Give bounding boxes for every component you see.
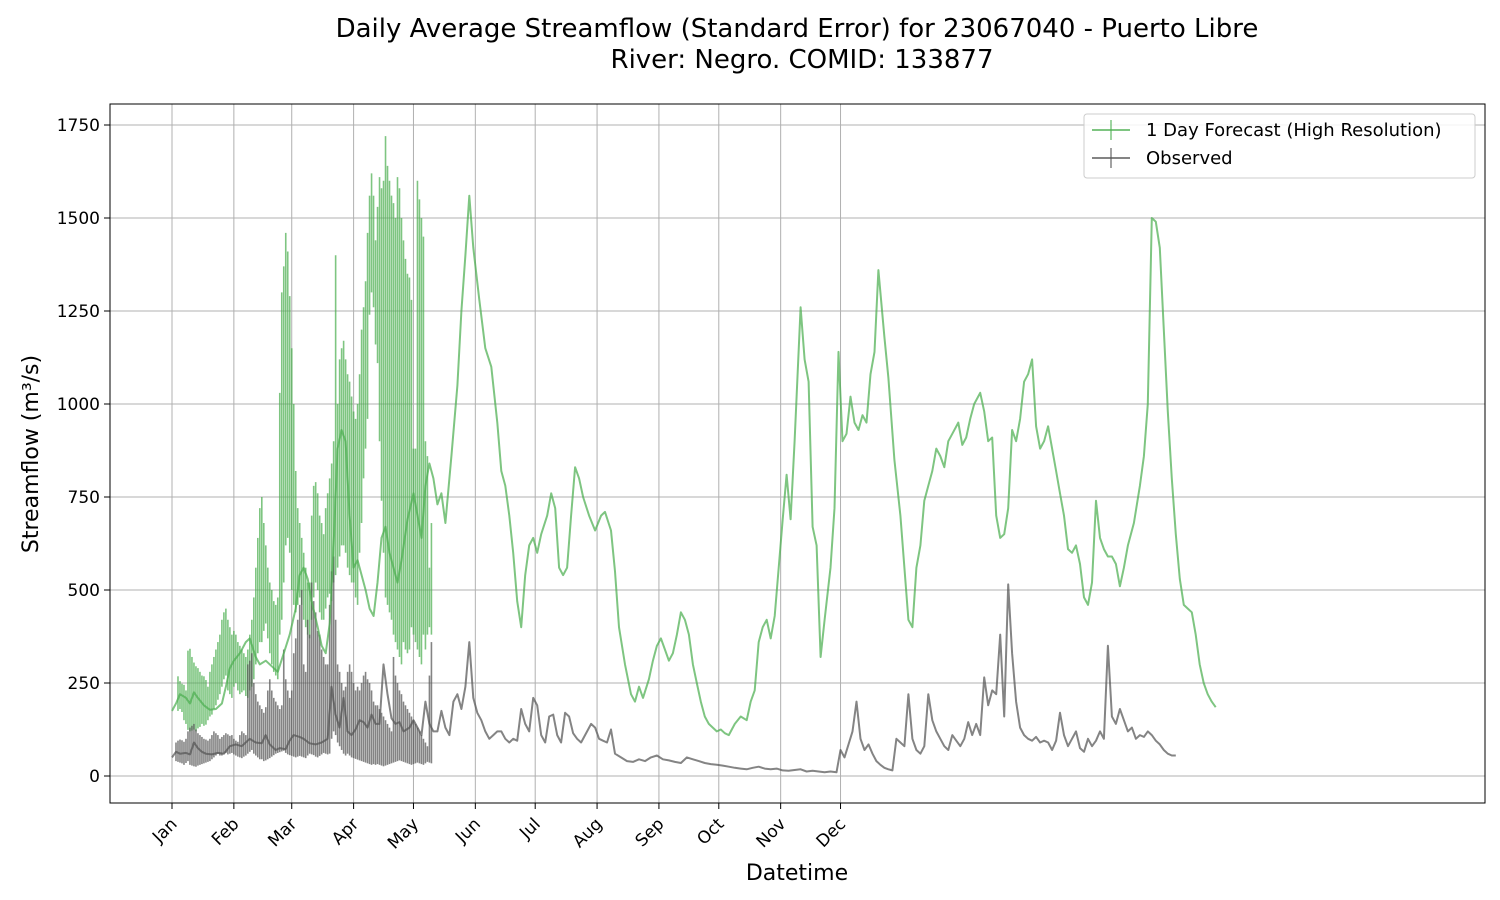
y-tick-label: 500 <box>68 581 100 601</box>
y-axis-ticks: 0 250 500 750 1000 1250 1500 1750 <box>57 116 110 787</box>
y-tick-label: 1750 <box>57 116 100 136</box>
y-axis-label: Streamflow (m³/s) <box>19 355 44 553</box>
series-lines <box>171 194 1217 774</box>
y-tick-label: 1500 <box>57 209 100 229</box>
chart-title-line1: Daily Average Streamflow (Standard Error… <box>336 14 1259 44</box>
y-tick-label: 0 <box>89 767 100 787</box>
x-axis-label: Datetime <box>746 861 848 886</box>
legend-box <box>1083 113 1476 179</box>
y-tick-label: 1250 <box>57 302 100 322</box>
observed-line <box>171 583 1176 774</box>
legend-label-forecast: 1 Day Forecast (High Resolution) <box>1146 120 1442 141</box>
y-tick-label: 1000 <box>57 395 100 415</box>
legend-label-observed: Observed <box>1146 148 1233 169</box>
legend: 1 Day Forecast (High Resolution) Observe… <box>1083 113 1476 179</box>
chart-title-line2: River: Negro. COMID: 133877 <box>611 45 994 75</box>
observed-error-bars <box>175 556 433 767</box>
plot-frame <box>109 103 1486 804</box>
forecast-line <box>171 194 1217 737</box>
y-tick-label: 250 <box>68 674 100 694</box>
y-tick-label: 750 <box>68 488 100 508</box>
forecast-error-bars <box>177 136 433 732</box>
